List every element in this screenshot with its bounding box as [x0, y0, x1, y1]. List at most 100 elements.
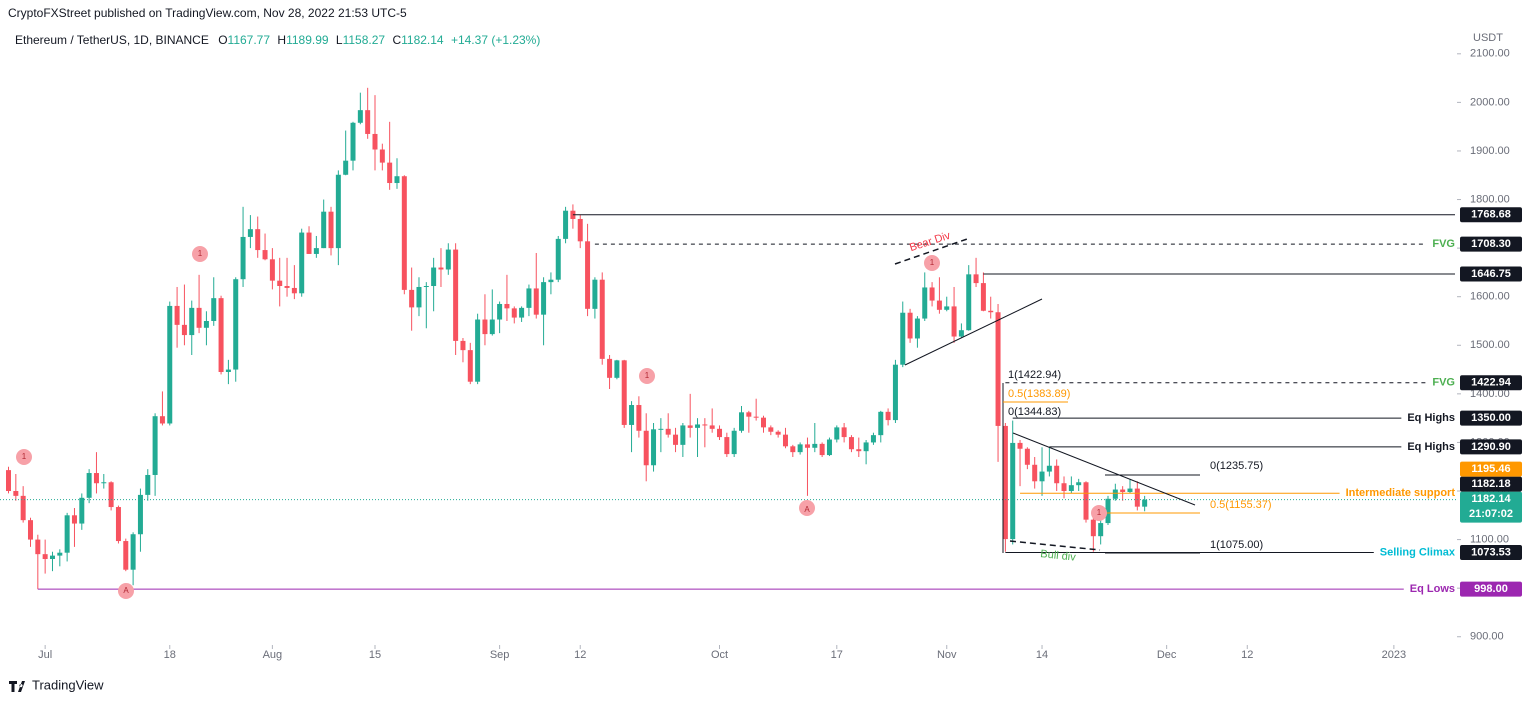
candle-body: [489, 319, 495, 335]
annotation: 0.5(1383.89): [1008, 388, 1070, 400]
x-tick-label: 15: [369, 649, 381, 661]
candle-body: [695, 424, 701, 428]
candle-body: [189, 307, 195, 336]
price-box: [1460, 266, 1522, 282]
candle-body: [658, 428, 664, 430]
trend-line: [904, 298, 1043, 366]
x-tick-label: Dec: [1157, 649, 1177, 661]
candle-body: [841, 427, 847, 438]
marker: [639, 368, 655, 384]
candle-body: [1098, 523, 1104, 537]
plot-area: 2100.002000.001900.001800.001700.001600.…: [0, 48, 1522, 661]
candle-body: [607, 358, 613, 378]
candle-body: [995, 312, 1001, 426]
price-box-label: 1422.94: [1471, 377, 1512, 389]
ohlc-label: H: [277, 33, 286, 47]
candle-body: [269, 259, 275, 281]
marker: [924, 255, 940, 271]
ohlc-value: 1182.14: [401, 33, 444, 47]
candle-body: [423, 286, 429, 288]
candle-body: [203, 320, 209, 328]
y-tick-label: 1800.00: [1470, 193, 1510, 205]
candle-body: [79, 497, 85, 524]
candle-body: [152, 416, 158, 475]
trend-line: [1012, 432, 1196, 506]
candle-body: [768, 427, 774, 432]
price-box-label: 1073.53: [1471, 546, 1511, 558]
candle-body: [372, 133, 378, 150]
logo-icon: [9, 681, 25, 692]
candle-body: [13, 491, 19, 496]
candle-body: [174, 305, 180, 325]
candle-body: [130, 534, 136, 570]
candle-body: [233, 279, 239, 370]
candle-body: [980, 283, 986, 311]
annotation: 0(1344.83): [1008, 406, 1061, 418]
candle-body: [834, 427, 840, 440]
candle-body: [856, 449, 862, 452]
level-tag: Selling Climax: [1380, 546, 1456, 558]
candle-body: [812, 443, 818, 448]
candle-body: [848, 437, 854, 450]
candle-body: [548, 279, 554, 283]
candle-body: [379, 149, 385, 163]
candle-body: [966, 274, 972, 331]
candle-body: [804, 444, 810, 448]
divergence-line: [894, 237, 971, 265]
marker-label: 1: [198, 249, 203, 258]
candle-body: [497, 303, 503, 320]
price-box: [1460, 375, 1522, 391]
marker-label: A: [123, 586, 129, 595]
candle-body: [511, 308, 517, 318]
price-box: [1460, 410, 1522, 426]
candle-body: [958, 330, 964, 337]
ohlc-label: C: [392, 33, 401, 47]
candle-body: [988, 310, 994, 313]
candle-body: [101, 482, 107, 484]
candle-body: [929, 287, 935, 301]
countdown: 21:07:02: [1469, 508, 1513, 520]
candle-body: [702, 424, 708, 426]
candle-body: [504, 303, 510, 309]
y-tick-label: 2000.00: [1470, 96, 1510, 108]
price-box-label: 1708.30: [1471, 238, 1511, 250]
publisher-line: CryptoFXStreet published on TradingView.…: [8, 6, 407, 20]
candle-body: [93, 473, 99, 484]
price-box-label: 1182.18: [1471, 478, 1510, 490]
price-box: [1460, 207, 1522, 223]
candle-body: [1002, 425, 1008, 540]
candle-body: [460, 340, 466, 351]
x-tick-label: 17: [831, 649, 843, 661]
candle-body: [673, 434, 679, 445]
change: +14.37 (+1.23%): [451, 33, 540, 47]
candle-body: [519, 307, 525, 318]
candle-body: [892, 364, 898, 421]
candle-body: [475, 319, 481, 382]
candle-body: [6, 470, 11, 492]
candle-body: [328, 211, 334, 249]
candle-body: [225, 369, 231, 372]
candle-body: [255, 229, 261, 251]
candle-body: [453, 249, 459, 341]
candle-body: [775, 431, 781, 435]
ohlc-value: 1158.27: [343, 33, 386, 47]
price-box-label: 1195.46: [1471, 463, 1510, 475]
candle-body: [365, 110, 371, 134]
level-tag: FVG: [1432, 377, 1455, 389]
candle-body: [467, 350, 473, 382]
symbol-line: Ethereum / TetherUS, 1D, BINANCE O1167.7…: [15, 33, 540, 47]
candle-body: [27, 520, 33, 540]
ohlc-value: 1167.77: [228, 33, 271, 47]
candle-body: [211, 298, 217, 321]
marker-label: 1: [930, 258, 935, 267]
drawings: [894, 237, 1200, 554]
ohlc-label: L: [336, 33, 343, 47]
marker: [799, 500, 815, 516]
marker: [1091, 505, 1107, 521]
candle-body: [1054, 465, 1060, 484]
candle-body: [555, 238, 561, 280]
candle-body: [1134, 488, 1140, 507]
candle-body: [819, 443, 825, 456]
candle-body: [438, 267, 444, 270]
ohlc-label: O: [218, 33, 227, 47]
